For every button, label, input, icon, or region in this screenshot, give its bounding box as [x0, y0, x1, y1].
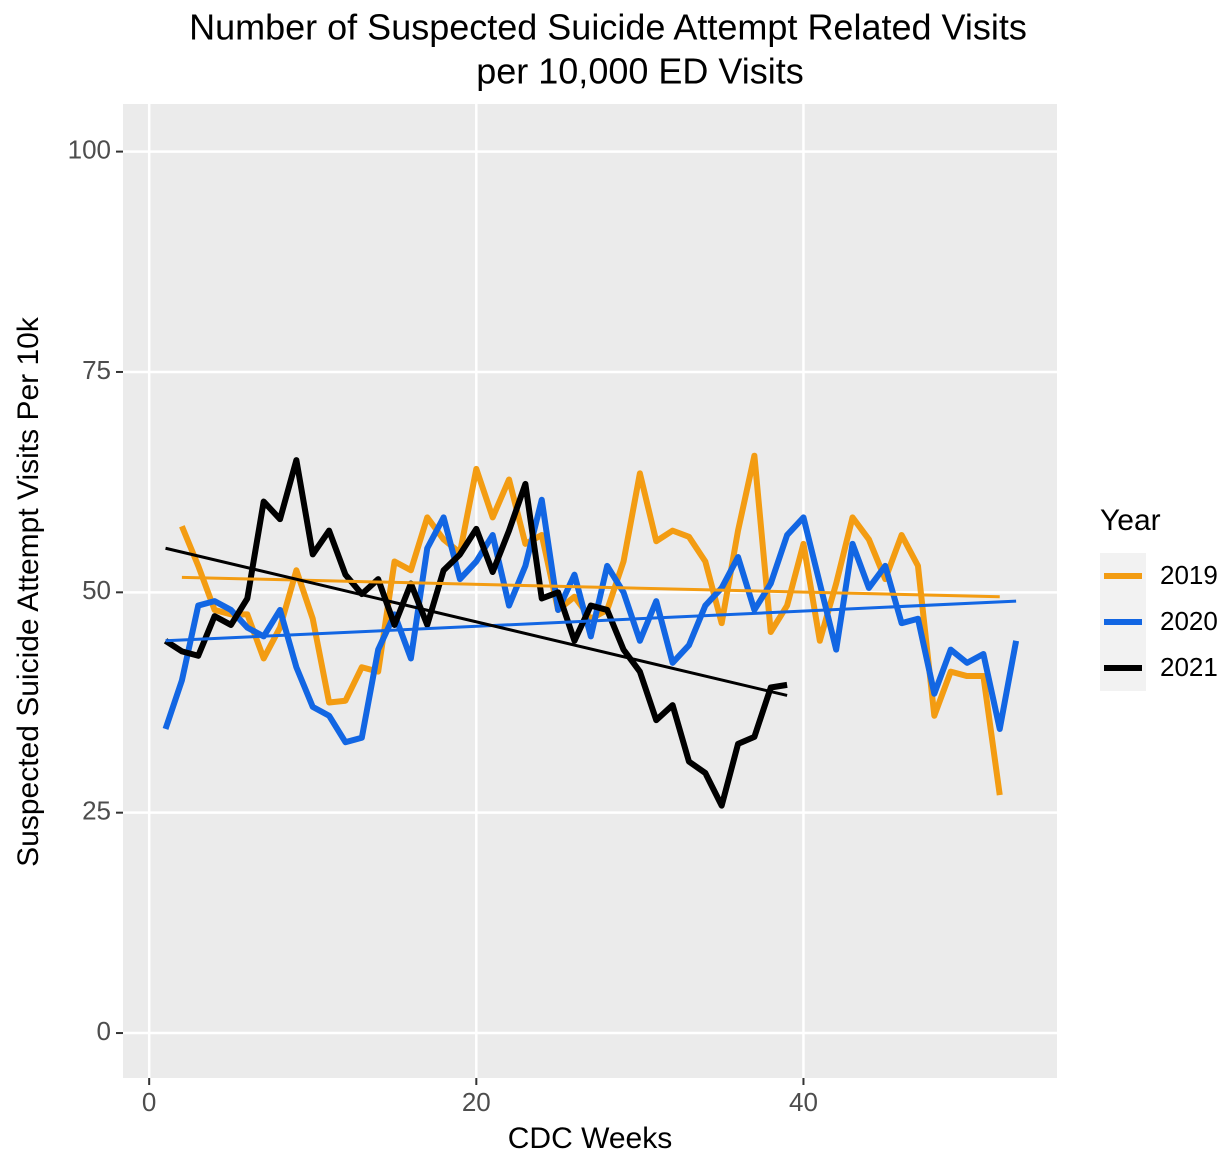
chart-title: per 10,000 ED Visits: [476, 51, 804, 92]
x-tick-label: 0: [142, 1087, 156, 1117]
y-axis-title: Suspected Suicide Attempt Visits Per 10k: [12, 316, 45, 867]
trend-line: [181, 575, 1000, 599]
y-tick-label: 100: [68, 134, 111, 164]
legend-title: Year: [1100, 504, 1161, 537]
legend-label: 2020: [1160, 606, 1218, 636]
x-axis-title: CDC Weeks: [508, 1122, 672, 1155]
legend-label: 2019: [1160, 560, 1218, 590]
y-tick-label: 75: [82, 355, 111, 385]
legend-label: 2021: [1160, 652, 1218, 682]
plot-panel: [123, 104, 1057, 1078]
y-tick-label: 25: [82, 796, 111, 826]
trend-line: [165, 546, 788, 697]
x-tick-label: 40: [789, 1087, 818, 1117]
y-tick-label: 50: [82, 575, 111, 605]
chart-title: Number of Suspected Suicide Attempt Rela…: [189, 7, 1027, 48]
series-line: [163, 457, 788, 809]
y-tick-label: 0: [97, 1016, 111, 1046]
x-tick-label: 20: [462, 1087, 491, 1117]
series-line: [162, 496, 1020, 746]
trend-line: [165, 599, 1017, 643]
series-line: [179, 452, 1003, 796]
